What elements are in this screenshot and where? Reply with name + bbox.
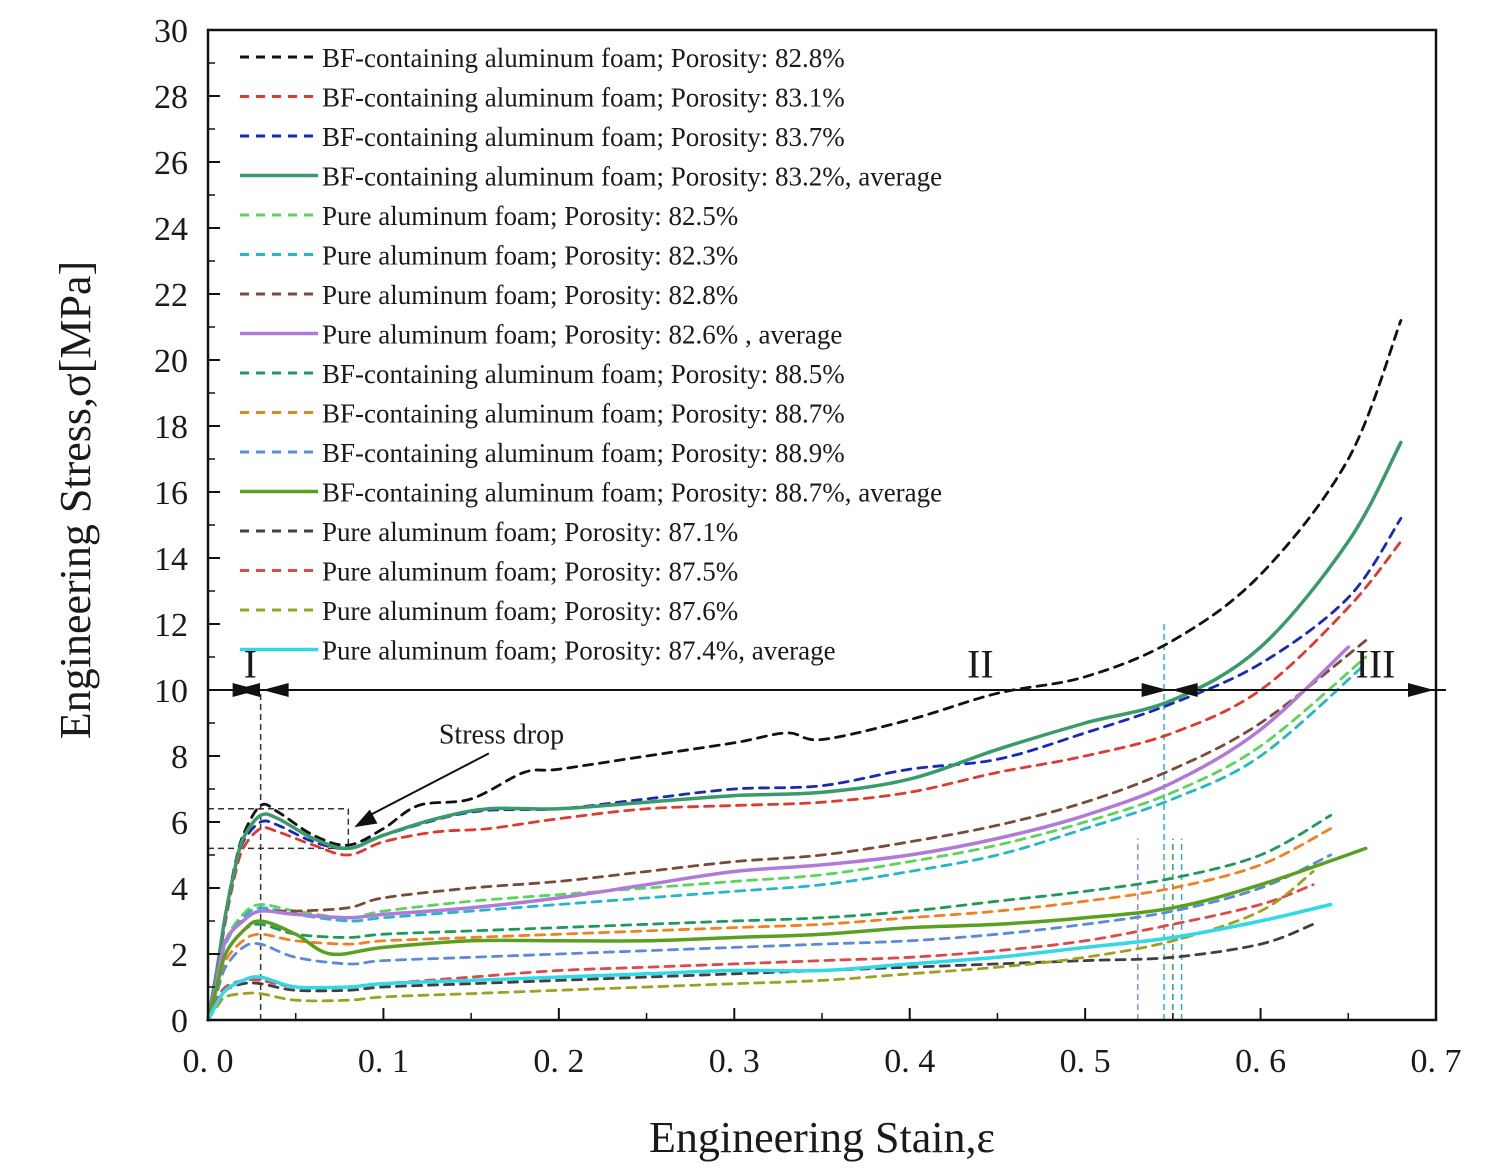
y-tick-label: 30 <box>154 13 188 50</box>
y-tick-label: 8 <box>171 739 188 776</box>
series-line <box>206 883 1315 1022</box>
y-tick-label: 18 <box>154 409 188 446</box>
stress-drop-arrow-line <box>361 752 490 820</box>
region-i-label: I <box>244 642 257 687</box>
data-series <box>206 319 1403 1022</box>
stress-drop-arrow-head <box>354 809 378 828</box>
x-tick-label: 0. 4 <box>884 1043 935 1080</box>
region-arrow-head <box>1408 683 1434 697</box>
series-line <box>206 902 1333 1022</box>
y-tick-label: 4 <box>171 871 188 908</box>
stress-drop-label: Stress drop <box>439 719 564 750</box>
legend-label: Pure aluminum foam; Porosity: 82.8% <box>322 280 738 310</box>
series-line <box>206 319 1403 1022</box>
y-tick-label: 2 <box>171 937 188 974</box>
legend-label: BF-containing aluminum foam; Porosity: 8… <box>322 162 942 192</box>
series-line <box>206 440 1403 1022</box>
series-line <box>206 540 1403 1022</box>
series-line <box>206 846 1368 1022</box>
y-tick-label: 6 <box>171 805 188 842</box>
y-tick-label: 16 <box>154 475 188 512</box>
x-tick-label: 0. 7 <box>1411 1043 1462 1080</box>
y-tick-label: 22 <box>154 277 188 314</box>
series-line <box>206 645 1351 1022</box>
series-line <box>206 827 1333 1022</box>
x-tick-label: 0. 1 <box>358 1043 409 1080</box>
x-tick-label: 0. 0 <box>183 1043 234 1080</box>
y-tick-label: 14 <box>154 541 188 578</box>
legend-label: Pure aluminum foam; Porosity: 87.1% <box>322 517 738 547</box>
y-axis-title: Engineering Stress,σ[MPa] <box>51 261 100 739</box>
x-tick-label: 0. 3 <box>709 1043 760 1080</box>
legend-label: BF-containing aluminum foam; Porosity: 8… <box>322 122 845 152</box>
y-tick-label: 0 <box>171 1003 188 1040</box>
y-tick-label: 28 <box>154 79 188 116</box>
series-line <box>206 870 1315 1022</box>
legend-label: BF-containing aluminum foam; Porosity: 8… <box>322 438 845 468</box>
region-arrow-head <box>1171 683 1198 697</box>
legend-label: Pure aluminum foam; Porosity: 87.6% <box>322 596 738 626</box>
series-line <box>206 662 1368 1022</box>
y-tick-label: 10 <box>154 673 188 710</box>
legend-label: Pure aluminum foam; Porosity: 82.6% , av… <box>322 320 842 350</box>
x-axis-title: Engineering Stain,ε <box>649 1113 995 1162</box>
legend: BF-containing aluminum foam; Porosity: 8… <box>240 43 942 666</box>
legend-label: BF-containing aluminum foam; Porosity: 8… <box>322 478 942 508</box>
legend-label: BF-containing aluminum foam; Porosity: 8… <box>322 43 845 73</box>
legend-label: Pure aluminum foam; Porosity: 87.5% <box>322 557 738 587</box>
legend-label: Pure aluminum foam; Porosity: 82.5% <box>322 201 738 231</box>
legend-label: Pure aluminum foam; Porosity: 82.3% <box>322 241 738 271</box>
legend-label: BF-containing aluminum foam; Porosity: 8… <box>322 83 845 113</box>
y-tick-label: 12 <box>154 607 188 644</box>
legend-label: BF-containing aluminum foam; Porosity: 8… <box>322 399 845 429</box>
region-arrow-head <box>1141 683 1168 697</box>
region-ii-label: II <box>967 642 994 687</box>
x-tick-label: 0. 5 <box>1060 1043 1111 1080</box>
x-tick-label: 0. 6 <box>1235 1043 1286 1080</box>
region-arrow-head <box>232 683 259 697</box>
y-tick-label: 26 <box>154 145 188 182</box>
series-line <box>206 922 1315 1022</box>
axis-ticks: 0. 0 0. 1 0. 2 0. 3 0. 4 0. 5 0. 6 0. 702468101… <box>154 13 1462 1080</box>
y-tick-label: 24 <box>154 211 188 248</box>
region-iii-label: III <box>1356 642 1396 687</box>
legend-label: Pure aluminum foam; Porosity: 87.4%, ave… <box>322 636 836 666</box>
series-line <box>206 853 1333 1022</box>
legend-label: BF-containing aluminum foam; Porosity: 8… <box>322 359 845 389</box>
y-tick-label: 20 <box>154 343 188 380</box>
region-arrow-head <box>262 683 289 697</box>
x-tick-label: 0. 2 <box>533 1043 584 1080</box>
